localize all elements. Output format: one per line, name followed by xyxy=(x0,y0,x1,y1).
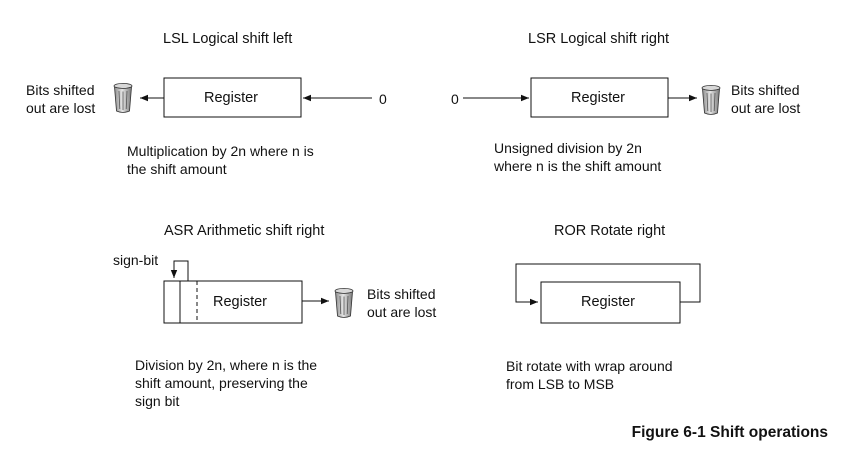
lsr-trash-bin-icon xyxy=(701,85,721,115)
lsr-description: Unsigned division by 2n where n is the s… xyxy=(494,140,662,174)
asr-title: ASR Arithmetic shift right xyxy=(164,223,325,239)
lsl-description: Multiplication by 2n where n is the shif… xyxy=(127,143,314,177)
figure-caption: Figure 6-1 Shift operations xyxy=(631,424,828,441)
ror-title: ROR Rotate right xyxy=(554,223,666,239)
lsl-zero-input: 0 xyxy=(379,91,387,107)
ror-description: Bit rotate with wrap around from LSB to … xyxy=(506,358,673,392)
ror-register-label: Register xyxy=(581,294,635,310)
asr-register-label: Register xyxy=(213,294,267,310)
lsl-register-box xyxy=(163,77,302,118)
lsl-title: LSL Logical shift left xyxy=(163,31,293,47)
asr-register-box xyxy=(163,280,303,324)
asr-sign-bit-label: sign-bit xyxy=(113,252,159,268)
lsl-register-label: Register xyxy=(204,90,258,106)
lsr-register-label: Register xyxy=(571,90,625,106)
ror-register-box xyxy=(540,281,681,324)
lsr-bits-lost-label: Bits shifted out are lost xyxy=(731,82,801,116)
asr-trash-bin-icon xyxy=(334,287,354,318)
ror-wrap-around-arrow xyxy=(515,263,701,306)
lsl-trash-bin-icon xyxy=(113,83,133,113)
asr-bits-lost-label: Bits shifted out are lost xyxy=(367,286,437,320)
lsr-register-box xyxy=(530,77,669,118)
lsr-zero-input: 0 xyxy=(451,91,459,107)
asr-description: Division by 2n, where n is the shift amo… xyxy=(135,357,318,409)
lsr-title: LSR Logical shift right xyxy=(528,31,670,47)
asr-sign-bit-feedback-arrow xyxy=(170,260,189,281)
lsl-bits-lost-label: Bits shifted out are lost xyxy=(26,82,96,116)
